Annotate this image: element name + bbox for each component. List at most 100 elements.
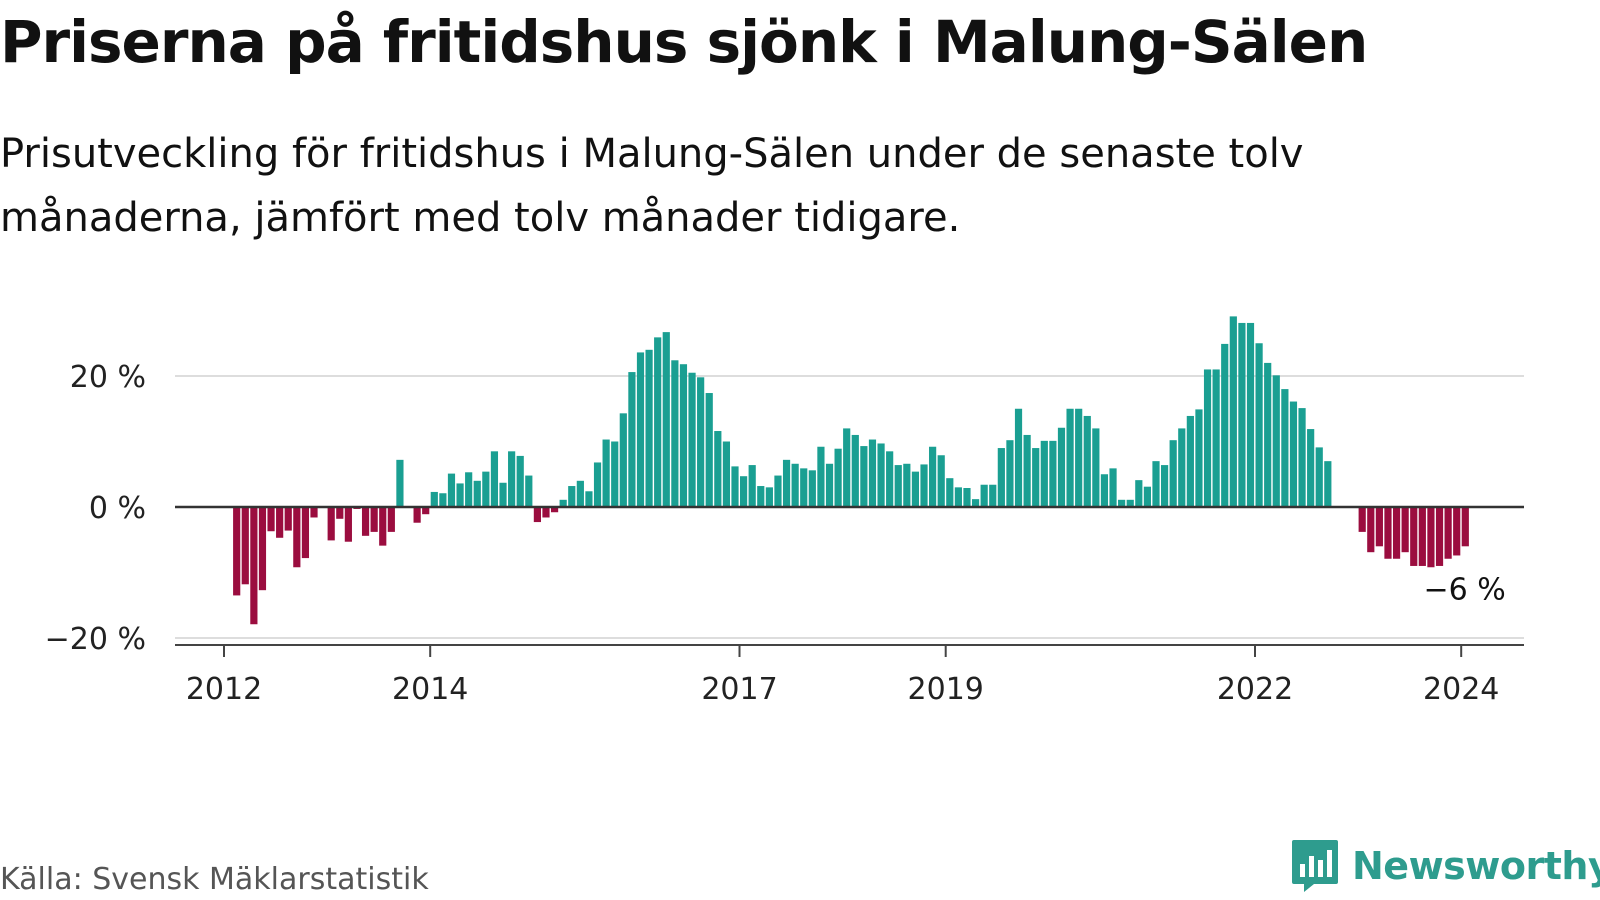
bar-negative (276, 507, 284, 538)
bar-positive (860, 446, 868, 507)
bar-positive (1143, 486, 1151, 507)
bar-positive (1083, 415, 1091, 507)
bar-positive (1324, 461, 1332, 507)
bar-negative (533, 507, 541, 523)
bar-positive (559, 499, 567, 507)
bar-positive (1100, 474, 1109, 507)
bar-chart-icon (1292, 840, 1338, 892)
bar-negative (361, 507, 370, 536)
bar-positive (1023, 434, 1031, 507)
bar-positive (886, 451, 894, 507)
bar-positive (705, 393, 713, 507)
bar-negative (1392, 507, 1401, 559)
bar-negative (1367, 507, 1375, 553)
bar-chart: 20 % 0 % −20 % 2012 2014 2017 2019 2022 2024 −6 % (45, 316, 1524, 707)
axes (175, 505, 1524, 657)
bar-negative (301, 507, 310, 559)
bar-positive (868, 439, 877, 507)
x-tick-label: 2019 (908, 672, 984, 707)
bar-positive (782, 459, 791, 507)
bar-positive (722, 441, 731, 507)
bar-negative (550, 507, 559, 513)
bar-negative (267, 507, 275, 532)
bar-positive (1221, 343, 1229, 507)
bar-positive (473, 480, 481, 507)
bar-negative (1358, 507, 1366, 532)
bar-positive (1118, 499, 1126, 507)
bar-positive (593, 462, 602, 507)
bar-negative (344, 507, 352, 542)
bar-positive (447, 473, 456, 507)
bar-positive (628, 372, 636, 507)
bar-positive (1126, 499, 1134, 507)
bar-positive (1109, 468, 1117, 507)
bar-negative (379, 507, 387, 546)
bar-negative (284, 507, 292, 531)
bar-positive (1203, 369, 1212, 507)
bar-positive (1186, 415, 1194, 507)
bar-negative (258, 507, 267, 591)
x-tick-label: 2022 (1217, 672, 1293, 707)
bar-positive (611, 441, 619, 507)
bar-positive (1006, 440, 1014, 507)
bar-positive (1075, 408, 1083, 507)
labels: 20 % 0 % −20 % 2012 2014 2017 2019 2022 2024 −6 % (45, 360, 1506, 707)
brand-logo: Newsworthy (1290, 838, 1600, 894)
bar-negative (1401, 507, 1409, 553)
bar-positive (894, 465, 902, 507)
bar-positive (568, 486, 576, 507)
bar-positive (645, 349, 653, 507)
bar-positive (1307, 429, 1315, 507)
bar-positive (740, 476, 748, 507)
bar-positive (679, 364, 688, 507)
bar-positive (688, 372, 696, 507)
bar-negative (310, 507, 318, 518)
bar-positive (1169, 440, 1177, 507)
bar-positive (731, 466, 739, 507)
bar-positive (748, 465, 756, 507)
bar-positive (903, 463, 911, 507)
bar-positive (989, 484, 997, 507)
bar-positive (920, 464, 928, 507)
bar-positive (1057, 427, 1066, 507)
x-tick-label: 2024 (1423, 672, 1499, 707)
bar-negative (1375, 507, 1383, 547)
chart-title: Priserna på fritidshus sjönk i Malung-Sä… (0, 8, 1368, 76)
bars (233, 316, 1469, 625)
bar-negative (250, 507, 258, 625)
bar-negative (1410, 507, 1418, 566)
bar-positive (490, 451, 499, 507)
bar-positive (396, 459, 404, 507)
bar-positive (482, 471, 490, 507)
bar-positive (1066, 408, 1074, 507)
y-tick-label: 0 % (89, 491, 146, 526)
bar-positive (774, 475, 782, 507)
bar-negative (241, 507, 249, 585)
bar-positive (697, 377, 705, 507)
bar-positive (825, 463, 834, 507)
x-tick-label: 2014 (392, 672, 468, 707)
bar-positive (1264, 362, 1272, 507)
bar-positive (911, 471, 920, 507)
bar-negative (1435, 507, 1444, 566)
bar-negative (387, 507, 395, 532)
bar-negative (370, 507, 378, 532)
bar-positive (1178, 428, 1186, 507)
bar-positive (1315, 447, 1323, 507)
y-tick-label: −20 % (45, 622, 146, 657)
source-note: Källa: Svensk Mäklarstatistik (0, 862, 429, 897)
y-tick-label: 20 % (70, 360, 146, 395)
bar-positive (585, 491, 593, 507)
bar-negative (1427, 507, 1435, 568)
bar-positive (662, 332, 670, 507)
bar-negative (542, 507, 550, 518)
bar-positive (1298, 408, 1306, 507)
bar-negative (1461, 507, 1469, 547)
bar-negative (1418, 507, 1426, 566)
bar-positive (800, 468, 808, 507)
bar-negative (1444, 507, 1452, 559)
bar-positive (1014, 408, 1023, 507)
bar-positive (1049, 440, 1057, 507)
bar-positive (1255, 343, 1263, 507)
bar-positive (525, 475, 533, 507)
